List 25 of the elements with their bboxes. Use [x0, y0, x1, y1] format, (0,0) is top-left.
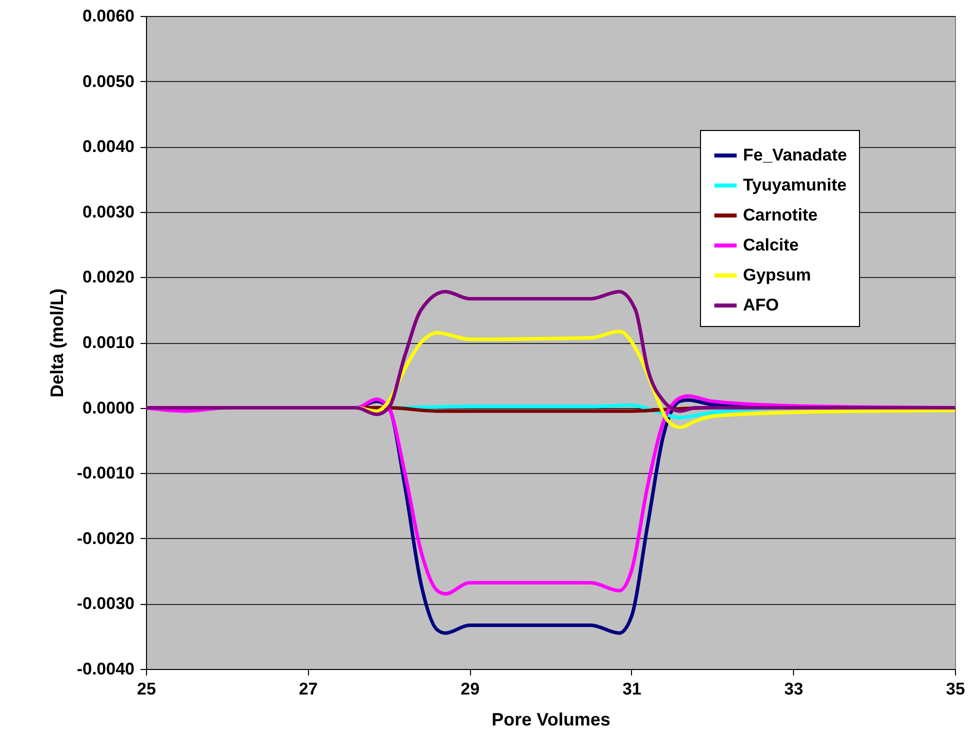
y-tick-label: 0.0060 — [82, 6, 134, 26]
legend-label: AFO — [743, 296, 779, 314]
x-tick-label: 29 — [460, 680, 480, 698]
legend-label: Tyuyamunite — [743, 176, 847, 194]
legend-label: Fe_Vanadate — [743, 146, 847, 164]
y-tick-label: 0.0050 — [82, 72, 134, 91]
x-tick-label: 35 — [946, 680, 965, 698]
y-tick-label: 0.0000 — [82, 398, 134, 418]
x-tick-label: 33 — [784, 680, 804, 698]
y-tick-label: 0.0030 — [82, 202, 134, 222]
x-axis-title: Pore Volumes — [492, 710, 610, 730]
y-tick-label: 0.0040 — [82, 137, 134, 156]
y-tick-label: 0.0010 — [82, 333, 134, 352]
legend-label: Calcite — [743, 236, 799, 254]
y-tick-label: -0.0020 — [76, 528, 134, 548]
x-tick-label: 25 — [137, 680, 156, 698]
y-tick-label: -0.0040 — [76, 660, 134, 678]
legend-label: Gypsum — [743, 266, 812, 284]
y-axis-title: Delta (mol/L) — [46, 288, 67, 398]
x-tick-label: 31 — [622, 680, 642, 698]
x-tick-label: 27 — [298, 680, 318, 698]
legend-label: Carnotite — [743, 206, 818, 224]
y-tick-label: 0.0020 — [82, 268, 134, 287]
y-tick-label: -0.0030 — [76, 594, 134, 614]
y-tick-label: -0.0010 — [76, 464, 134, 483]
